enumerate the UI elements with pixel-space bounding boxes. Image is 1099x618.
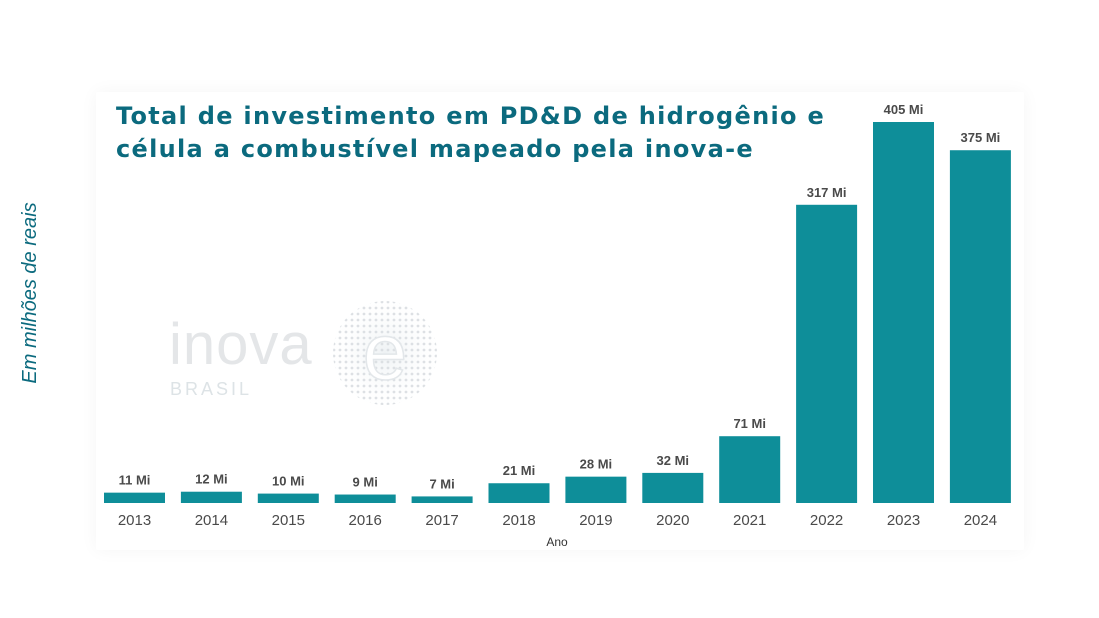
x-tick-2020: 2020 xyxy=(656,512,689,529)
bar-2015 xyxy=(257,493,319,503)
bar-2018 xyxy=(488,483,550,503)
data-label-2013: 11 Mi xyxy=(119,473,151,488)
x-tick-2015: 2015 xyxy=(272,512,305,529)
bar-2019 xyxy=(565,476,627,503)
x-tick-2023: 2023 xyxy=(887,512,920,529)
bar-2016 xyxy=(334,494,396,503)
watermark-letter: e xyxy=(363,307,408,396)
bar-2023 xyxy=(873,122,934,503)
bar-2024 xyxy=(949,150,1011,503)
chart-card xyxy=(96,92,1024,550)
data-label-2016: 9 Mi xyxy=(353,475,378,490)
data-label-2021: 71 Mi xyxy=(733,416,766,431)
watermark-word: inova xyxy=(169,312,313,377)
data-label-2014: 12 Mi xyxy=(195,472,228,487)
x-tick-2018: 2018 xyxy=(502,512,535,529)
bar-2020 xyxy=(642,472,704,503)
x-tick-2019: 2019 xyxy=(579,512,612,529)
data-label-2017: 7 Mi xyxy=(429,476,454,491)
x-tick-2022: 2022 xyxy=(810,512,843,529)
x-tick-2016: 2016 xyxy=(349,512,382,529)
data-label-2019: 28 Mi xyxy=(580,457,613,472)
bar-2013 xyxy=(104,492,165,503)
data-label-2020: 32 Mi xyxy=(657,453,690,468)
x-tick-2024: 2024 xyxy=(964,512,997,529)
bar-2017 xyxy=(411,496,473,503)
bar-2014 xyxy=(180,491,242,503)
data-label-2023: 405 Mi xyxy=(884,102,924,117)
inova-e-watermark-logo: inova BRASIL e xyxy=(165,285,455,435)
data-label-2024: 375 Mi xyxy=(961,130,1001,145)
data-label-2022: 317 Mi xyxy=(807,185,847,200)
x-tick-2021: 2021 xyxy=(733,512,766,529)
data-label-2015: 10 Mi xyxy=(272,474,305,489)
x-tick-2014: 2014 xyxy=(195,512,228,529)
watermark-subtitle: BRASIL xyxy=(170,379,253,399)
x-axis-label: Ano xyxy=(546,535,568,549)
bar-2022 xyxy=(796,204,858,503)
globe-icon: e xyxy=(325,293,445,413)
chart-title: Total de investimento em PD&D de hidrogê… xyxy=(116,102,826,163)
x-tick-2017: 2017 xyxy=(425,512,458,529)
bar-2021 xyxy=(719,436,781,503)
x-tick-2013: 2013 xyxy=(118,512,151,529)
data-label-2018: 21 Mi xyxy=(503,463,536,478)
